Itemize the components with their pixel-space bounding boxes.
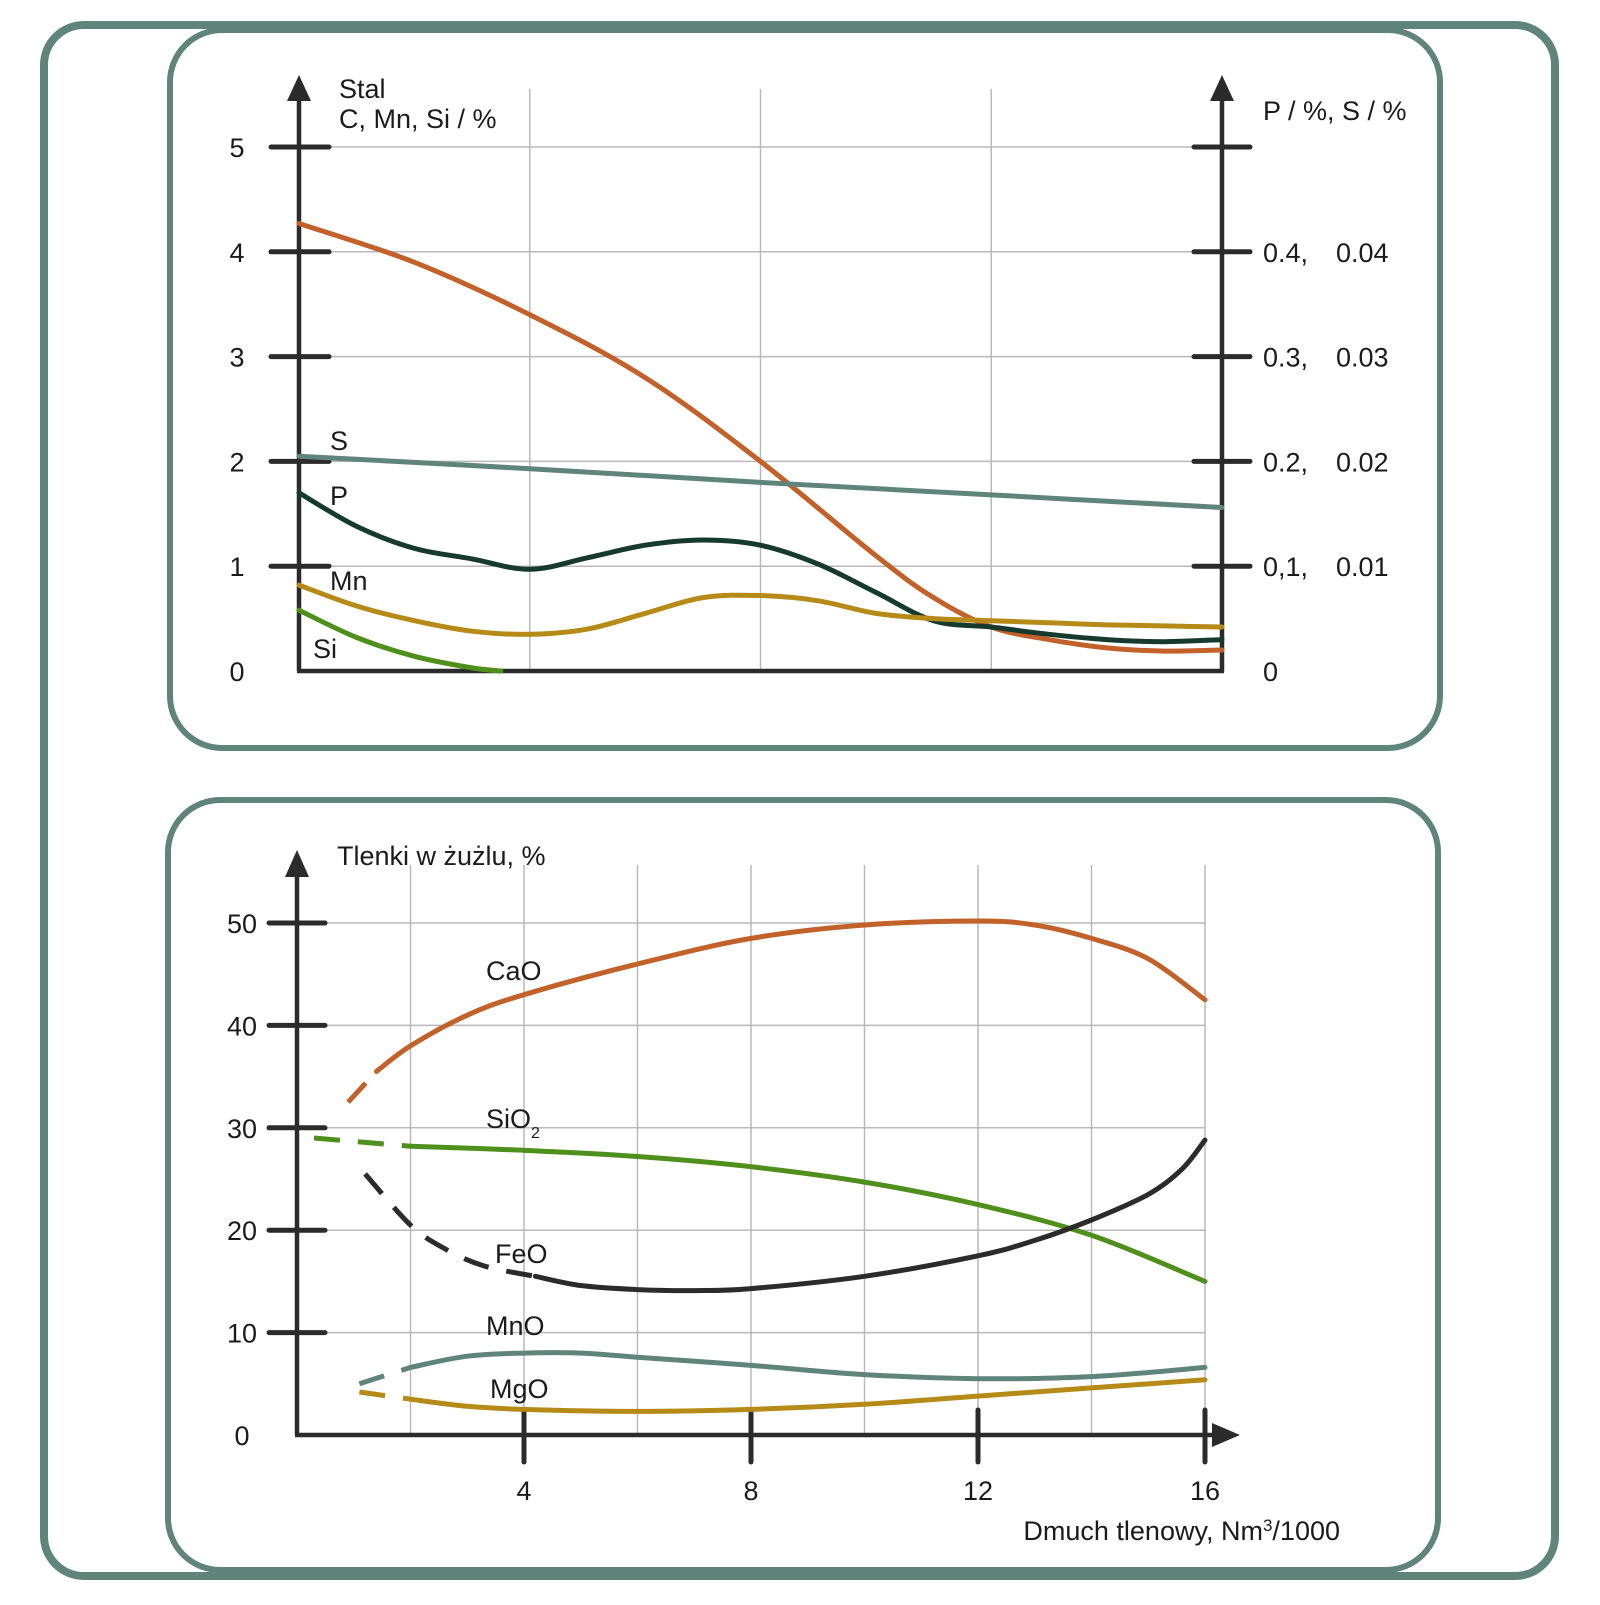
series-line-si [296, 607, 504, 674]
bottom-x-tick-label: 8 [743, 1476, 758, 1506]
top-left-tick-label: 0 [229, 657, 244, 687]
series-label-sio2: SiO2 [486, 1104, 540, 1142]
series-label-mno: MnO [486, 1311, 545, 1341]
series-label-sio2-main: SiO [486, 1104, 531, 1134]
bottom-y-tick-label: 30 [227, 1114, 257, 1144]
top-right-axis-title: P / %, S / % [1263, 96, 1407, 126]
series-line-cao [373, 918, 1208, 1074]
bottom-x-axis-title: Dmuch tlenowy, Nm3/1000 [1023, 1516, 1340, 1546]
top-right-tick-label-p: 0.2, [1263, 447, 1308, 477]
bottom-y-axis-arrow [285, 850, 309, 877]
top-panel-frame [167, 27, 1443, 751]
x-axis-title-superscript: 3 [1263, 1516, 1272, 1535]
series-line-feo [532, 1137, 1208, 1294]
series-line-c [296, 221, 1225, 654]
bottom-x-tick-label: 16 [1190, 1476, 1220, 1506]
top-series [296, 221, 1225, 674]
top-chart: 0 01 0,1, 0.012 0.2, 0.023 0.3, 0.034 0.4, 0.045 … [229, 74, 1406, 687]
x-axis-title-tail: /1000 [1272, 1516, 1340, 1546]
series-line-mno [408, 1350, 1208, 1382]
series-line-sio2-dashed [313, 1135, 411, 1149]
top-left-tick-label: 4 [229, 238, 244, 268]
series-label-sio2-subscript: 2 [531, 1125, 540, 1142]
bottom-chart: 0 10 20 30 40 50 4 8 12 16 Tlenki w żużlu, % Dmuc… [227, 841, 1340, 1546]
top-left-tick-label: 3 [229, 343, 244, 373]
series-line-mno-dashed [358, 1365, 412, 1387]
series-label-p: P [330, 481, 348, 511]
series-label-mgo: MgO [490, 1374, 549, 1404]
top-right-tick-label-s: 0.04 [1336, 238, 1389, 268]
bottom-x-tick-label: 12 [963, 1476, 993, 1506]
series-line-mn [296, 582, 1225, 637]
bottom-y-tick-label: 20 [227, 1216, 257, 1246]
series-line-feo-dashed [363, 1172, 536, 1279]
series-label-feo: FeO [495, 1239, 548, 1269]
series-label-s: S [330, 426, 348, 456]
top-right-axis-arrow [1210, 75, 1234, 101]
bottom-x-tick-label: 4 [516, 1476, 531, 1506]
top-right-tick-label-p: 0 [1263, 657, 1278, 687]
bottom-series [313, 918, 1208, 1414]
top-right-tick-label-p: 0.3, [1263, 343, 1308, 373]
series-line-sio2 [408, 1143, 1208, 1284]
top-left-axis-arrow [287, 75, 311, 101]
bottom-y-tick-label: 50 [227, 909, 257, 939]
bottom-y-axis-title: Tlenki w żużlu, % [337, 841, 546, 871]
bottom-panel-frame [165, 797, 1441, 1573]
series-label-cao: CaO [486, 956, 542, 986]
x-axis-title-main: Dmuch tlenowy, Nm [1023, 1516, 1263, 1546]
top-right-tick-label-s: 0.02 [1336, 447, 1389, 477]
bottom-ticks: 0 10 20 30 40 50 4 8 12 16 [227, 909, 1220, 1506]
series-line-mgo-dashed [359, 1389, 411, 1402]
series-line-s [296, 453, 1225, 510]
bottom-y-tick-label: 10 [227, 1319, 257, 1349]
top-right-tick-label-s: 0.01 [1336, 552, 1389, 582]
series-line-cao-dashed [346, 1069, 379, 1104]
outer-frame [40, 21, 1559, 1580]
top-right-tick-label-p: 0,1, [1263, 552, 1308, 582]
top-ticks: 0 0 1 0,1, 0.01 2 0.2, 0.02 3 0.3, 0.03 4 0.4, 0.04 5 [229, 133, 1388, 687]
bottom-x-axis-arrow [1212, 1423, 1240, 1447]
bottom-grid [297, 865, 1206, 1435]
series-line-mgo [408, 1377, 1208, 1414]
top-left-tick-label: 5 [229, 133, 244, 163]
series-label-mn: Mn [330, 566, 368, 596]
top-right-tick-label-p: 0.4, [1263, 238, 1308, 268]
bottom-y-tick-label: 0 [234, 1421, 249, 1451]
top-y-axis-title-line1: Stal [339, 74, 386, 104]
bottom-y-tick-label: 40 [227, 1011, 257, 1041]
top-left-tick-label: 2 [229, 447, 244, 477]
series-label-si: Si [313, 634, 337, 664]
top-y-axis-title-line2: C, Mn, Si / % [339, 104, 497, 134]
top-right-tick-label-s: 0.03 [1336, 343, 1389, 373]
series-line-p [296, 490, 1225, 645]
top-left-tick-label: 1 [229, 552, 244, 582]
